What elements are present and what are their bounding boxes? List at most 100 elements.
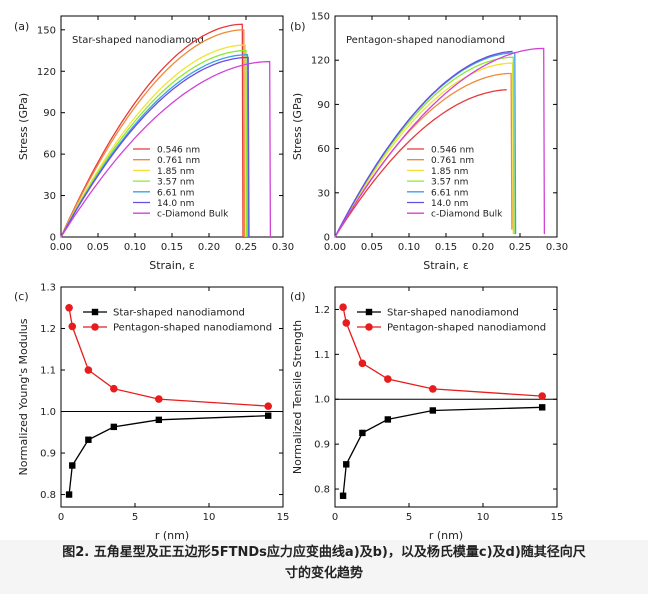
inset-title: Pentagon-shaped nanodiamond: [346, 35, 505, 46]
x-tick-label: 0.30: [272, 242, 294, 253]
data-point-circle: [65, 303, 73, 312]
y-tick-label: 1.1: [40, 366, 56, 377]
data-point-circle: [429, 385, 437, 393]
caption-line-2: 寸的变化趋势: [284, 566, 363, 581]
x-tick-label: 10: [203, 512, 216, 523]
x-tick-label: 0.30: [546, 242, 568, 253]
data-point-circle: [342, 319, 351, 327]
caption-line-1: 图2. 五角星型及正五边形5FTNDs应力应变曲线a)及b)，以及杨氏模量c)及…: [62, 545, 586, 560]
y-tick-label: 1.3: [40, 283, 56, 294]
y-tick-label: 0.9: [314, 440, 330, 451]
data-point-square: [359, 429, 366, 437]
series-line: [60, 29, 246, 238]
series-line: [334, 89, 507, 238]
x-tick-label: 0.10: [398, 242, 420, 253]
legend-entry: Star-shaped nanodiamond: [113, 308, 245, 319]
legend-entry: 3.57 nm: [431, 178, 468, 188]
series-line: [334, 50, 513, 238]
y-tick-label: 1.1: [314, 350, 330, 361]
data-point-square: [85, 436, 92, 443]
legend-entry: Star-shaped nanodiamond: [387, 308, 519, 319]
legend-entry: 14.0 nm: [431, 199, 468, 209]
y-tick-label: 150: [311, 12, 330, 23]
legend-marker-square: [91, 308, 99, 316]
y-tick-label: 1.2: [40, 324, 56, 335]
data-point-square: [265, 412, 272, 419]
legend-marker-circle: [91, 323, 99, 331]
figure-caption: 图2. 五角星型及正五边形5FTNDs应力应变曲线a)及b)，以及杨氏模量c)及…: [0, 542, 648, 584]
legend-entry: 6.61 nm: [157, 188, 194, 198]
y-tick-label: 0.8: [40, 490, 56, 501]
panel-label: (c): [14, 290, 29, 303]
x-tick-label: 0.05: [87, 242, 109, 253]
panel-b-stress-strain-pentagon: 0.00 0.05 0.10 0.15 0.20 0.25 0.30 0 30 60 90 120 15…: [290, 12, 568, 273]
series-line: [334, 47, 546, 238]
y-tick-label: 150: [37, 25, 56, 36]
panel-label: (a): [14, 20, 29, 33]
figure-background: [0, 0, 648, 540]
x-tick-label: 0.25: [509, 242, 531, 253]
y-tick-label: 0: [324, 233, 330, 244]
y-axis-label: Stress (GPa): [291, 93, 304, 160]
x-tick-label: 0.20: [472, 242, 494, 253]
inset-title: Star-shaped nanodiamond: [72, 35, 204, 46]
x-tick-label: 0: [58, 512, 64, 523]
series-line: [60, 49, 248, 238]
data-point-square: [65, 491, 73, 498]
data-point-circle: [84, 366, 93, 374]
y-tick-label: 1.0: [40, 407, 56, 418]
legend-entry: 1.85 nm: [157, 167, 194, 177]
legend-entry: Pentagon-shaped nanodiamond: [113, 323, 272, 334]
panel-label: (d): [290, 290, 306, 303]
series-line: [342, 406, 543, 496]
plot-frame: [334, 286, 558, 508]
y-axis-label: Normalized Young's Modulus: [17, 318, 30, 475]
legend-entry: 6.61 nm: [431, 188, 468, 198]
legend-entry: 1.85 nm: [431, 167, 468, 177]
x-tick-label: 10: [477, 512, 490, 523]
y-tick-label: 1.2: [314, 305, 330, 316]
data-point-circle: [155, 395, 163, 403]
y-tick-label: 90: [317, 100, 330, 111]
legend-entry: 0.546 nm: [431, 146, 474, 156]
x-tick-label: 15: [551, 512, 564, 523]
legend-entry: c-Diamond Bulk: [431, 210, 503, 220]
legend-marker-circle: [365, 323, 373, 331]
x-tick-label: 5: [132, 512, 138, 523]
x-tick-label: 0.00: [324, 242, 346, 253]
x-axis-label: Strain, ε: [423, 259, 469, 272]
x-axis-label: Strain, ε: [149, 259, 195, 272]
data-point-circle: [339, 303, 347, 312]
y-tick-label: 30: [43, 191, 56, 202]
x-tick-label: 0.15: [161, 242, 183, 253]
series-line: [60, 60, 272, 238]
y-tick-label: 0.8: [314, 485, 330, 496]
data-point-square: [539, 404, 546, 411]
y-tick-label: 60: [43, 150, 56, 161]
y-tick-label: 0.9: [40, 449, 56, 460]
y-tick-label: 0: [50, 233, 56, 244]
panel-d-tensile-strength: 0 5 10 15 0.8 0.9 1.0 1.1 1.2 (d) r (nm) Normalized…: [290, 286, 564, 542]
series-line: [60, 44, 247, 238]
legend-marker-square: [365, 308, 373, 316]
series-line: [60, 56, 250, 238]
x-tick-label: 0.25: [235, 242, 257, 253]
data-point-circle: [384, 375, 392, 383]
data-point-circle: [264, 402, 273, 410]
x-tick-label: 0.00: [50, 242, 72, 253]
panel-label: (b): [290, 20, 306, 33]
data-point-square: [343, 461, 350, 468]
x-tick-label: 0.20: [198, 242, 220, 253]
panel-c-youngs-modulus: 0 5 10 15 0.8 0.9 1.0 1.1 1.2 1.3 (c) r (nm) Normali…: [14, 283, 289, 543]
data-point-circle: [110, 384, 118, 393]
data-point-square: [339, 492, 347, 499]
series-line: [68, 415, 269, 495]
y-axis-label: Normalized Tensile Strength: [291, 320, 304, 474]
y-tick-label: 30: [317, 188, 330, 199]
legend-entry: 0.546 nm: [157, 146, 200, 156]
data-point-circle: [538, 392, 546, 400]
y-tick-label: 120: [311, 56, 330, 67]
x-axis-label: r (nm): [155, 529, 189, 542]
legend-entry: 14.0 nm: [157, 199, 194, 209]
x-tick-label: 0: [332, 512, 338, 523]
